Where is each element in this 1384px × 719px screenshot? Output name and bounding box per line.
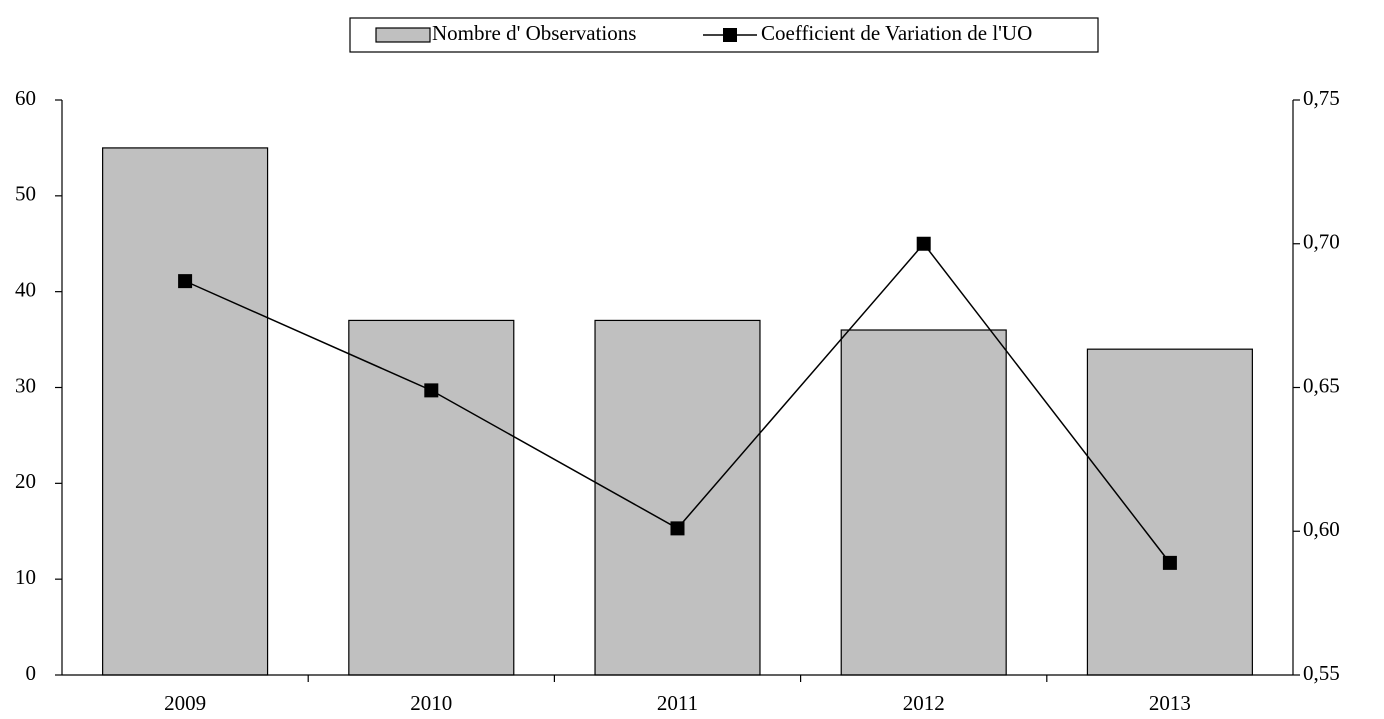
x-tick-label: 2011 (657, 691, 698, 715)
bar (594, 319, 761, 676)
y-tick-label: 30 (15, 373, 36, 397)
legend-label: Coefficient de Variation de l'UO (761, 21, 1032, 45)
marker (670, 521, 685, 536)
marker (178, 274, 193, 289)
y-tick-label: 10 (15, 565, 36, 589)
marker (424, 383, 439, 398)
y2-tick-label: 0,60 (1303, 517, 1340, 541)
y-tick-label: 60 (15, 86, 36, 110)
x-tick-label: 2009 (164, 691, 206, 715)
y-tick-label: 0 (26, 661, 37, 685)
y2-tick-label: 0,75 (1303, 86, 1340, 110)
y2-tick-label: 0,55 (1303, 661, 1340, 685)
marker (1162, 555, 1177, 570)
bar (1086, 348, 1253, 676)
legend-label: Nombre d' Observations (432, 21, 636, 45)
legend-swatch (375, 27, 431, 43)
x-tick-label: 2012 (903, 691, 945, 715)
y-tick-label: 50 (15, 182, 36, 206)
bar (102, 147, 269, 676)
y2-tick-label: 0,70 (1303, 230, 1340, 254)
y2-tick-label: 0,65 (1303, 373, 1340, 397)
marker (916, 236, 931, 251)
legend-swatch (723, 28, 737, 42)
y-tick-label: 40 (15, 277, 36, 301)
bar (348, 319, 515, 676)
x-tick-label: 2010 (410, 691, 452, 715)
x-tick-label: 2013 (1149, 691, 1191, 715)
bar (840, 329, 1007, 676)
y-tick-label: 20 (15, 469, 36, 493)
